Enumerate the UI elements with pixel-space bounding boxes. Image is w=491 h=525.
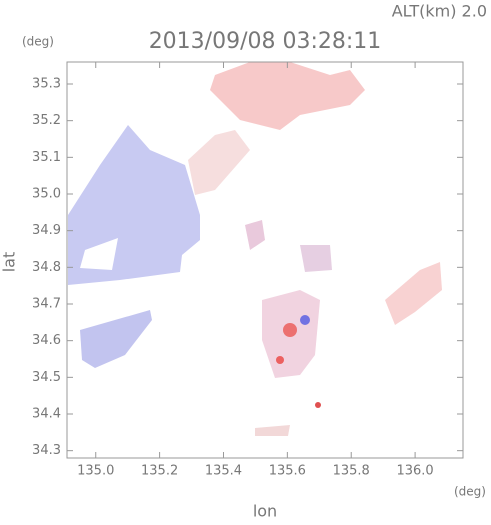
y-tick-label: 34.9 <box>32 223 61 238</box>
y-tick-label: 34.7 <box>32 297 61 312</box>
x-label: lon <box>253 502 277 521</box>
y-tick-label: 34.3 <box>32 443 61 458</box>
x-tick-label: 135.8 <box>333 464 370 479</box>
plot-frame <box>66 61 464 459</box>
y-tick-label: 34.4 <box>32 407 61 422</box>
x-tick-label: 136.0 <box>396 464 433 479</box>
y-label: lat <box>0 252 19 273</box>
subtitle: ALT(km) 2.0 <box>392 2 487 21</box>
y-tick-label: 35.0 <box>32 187 61 202</box>
y-tick-label: 34.8 <box>32 260 61 275</box>
x-tick-label: 135.4 <box>205 464 242 479</box>
y-tick-label: 34.5 <box>32 370 61 385</box>
y-tick-label: 35.1 <box>32 150 61 165</box>
y-tick-label: 35.2 <box>32 113 61 128</box>
x-unit: (deg) <box>454 485 486 499</box>
y-tick-label: 35.3 <box>32 77 61 92</box>
chart-title: 2013/09/08 03:28:11 <box>149 29 382 54</box>
x-tick-label: 135.0 <box>77 464 114 479</box>
x-tick-label: 135.6 <box>269 464 306 479</box>
radar-echoes <box>68 62 442 436</box>
x-tick-label: 135.2 <box>141 464 178 479</box>
y-unit: (deg) <box>22 35 54 49</box>
y-tick-label: 34.6 <box>32 333 61 348</box>
